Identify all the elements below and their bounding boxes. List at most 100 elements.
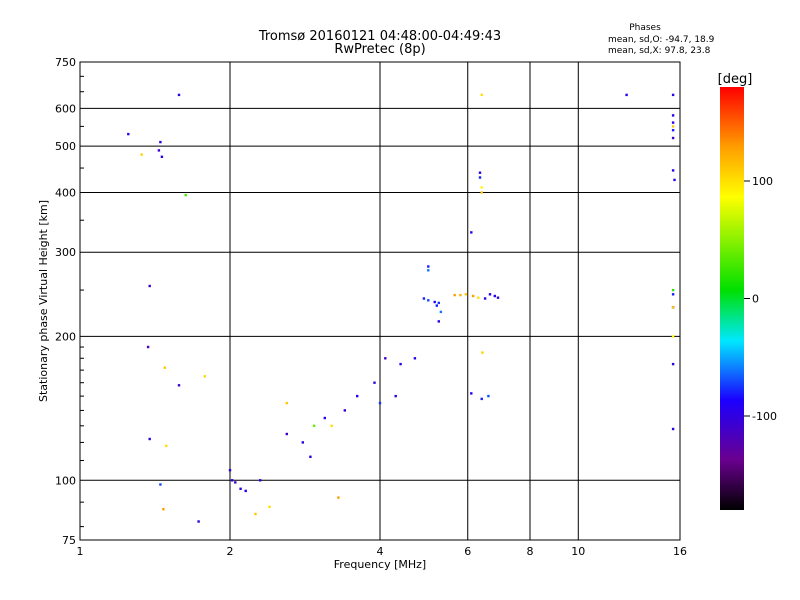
x-tick-label: 8 <box>527 545 534 558</box>
data-point <box>488 293 492 296</box>
data-point <box>337 496 340 499</box>
data-points <box>127 93 676 523</box>
data-point <box>259 479 262 482</box>
data-point <box>671 335 675 338</box>
x-tick-label: 10 <box>571 545 585 558</box>
data-point <box>378 401 382 405</box>
grid-lines <box>80 62 680 540</box>
data-point <box>309 455 312 458</box>
data-point <box>228 469 232 472</box>
data-point <box>146 345 150 349</box>
data-point <box>343 409 346 412</box>
y-tick-label: 500 <box>55 140 76 153</box>
data-point <box>671 288 675 292</box>
colorbar <box>720 87 744 510</box>
data-point <box>177 384 181 387</box>
colorbar-label: [deg] <box>718 72 753 87</box>
stats-heading: Phases <box>629 23 661 33</box>
data-point <box>673 178 676 182</box>
data-point <box>422 297 426 300</box>
y-tick-label: 400 <box>55 186 76 199</box>
data-point <box>394 394 397 398</box>
x-tick-label: 4 <box>377 545 384 558</box>
data-point <box>671 306 675 309</box>
data-point <box>671 169 675 172</box>
chart-subtitle: RwPretec (8p) <box>334 42 425 57</box>
data-point <box>234 481 237 484</box>
data-point <box>671 293 675 296</box>
y-tick-label: 100 <box>55 474 76 487</box>
data-point <box>160 155 164 158</box>
data-point <box>301 441 304 444</box>
data-point <box>439 310 443 314</box>
data-point <box>671 121 675 124</box>
data-point <box>148 284 151 288</box>
data-point <box>323 416 326 420</box>
data-point <box>625 93 628 97</box>
data-point <box>413 357 417 360</box>
data-point <box>480 93 483 97</box>
x-tick-labels: 1 2 4 6 8 10 16 <box>77 545 688 558</box>
plot-frame <box>79 61 681 541</box>
x-tick-label: 2 <box>227 545 234 558</box>
data-point <box>427 269 430 272</box>
data-point <box>162 508 165 511</box>
y-tick-labels: 75 100 200 300 400 500 600 750 <box>55 56 76 547</box>
y-axis-label: Stationary phase Virtual Height [km] <box>37 200 50 402</box>
data-point <box>671 136 675 140</box>
data-point <box>671 93 675 97</box>
y-tick-label: 600 <box>55 102 76 115</box>
x-tick-label: 16 <box>673 545 687 558</box>
data-point <box>427 299 430 302</box>
data-point <box>496 296 500 299</box>
data-point <box>483 297 487 300</box>
data-point <box>427 265 430 268</box>
stats-o-line: mean, sd,O: -94.7, 18.9 <box>608 35 715 45</box>
data-point <box>356 394 359 398</box>
data-point <box>254 512 257 516</box>
data-point <box>459 293 462 297</box>
y-tick-label: 75 <box>62 534 76 547</box>
data-point <box>399 362 402 366</box>
data-point <box>197 520 200 523</box>
data-point <box>285 432 288 436</box>
data-point <box>471 294 475 298</box>
data-point <box>244 489 247 493</box>
y-tick-label: 200 <box>55 330 76 343</box>
data-point <box>203 375 206 378</box>
x-tick-label: 1 <box>77 545 84 558</box>
data-point <box>464 293 468 296</box>
data-point <box>127 132 130 136</box>
data-point <box>312 424 316 427</box>
data-point <box>435 304 438 307</box>
data-point <box>268 505 271 508</box>
data-point <box>285 401 288 405</box>
data-point <box>478 176 482 179</box>
data-point <box>480 186 483 189</box>
data-point <box>470 231 473 234</box>
x-axis-label: Frequency [MHz] <box>334 558 426 571</box>
data-point <box>671 362 675 366</box>
data-point <box>140 153 143 156</box>
colorbar-ticks: 100 0 -100 <box>744 175 777 423</box>
data-point <box>373 381 376 384</box>
data-point <box>477 296 480 299</box>
data-point <box>671 114 675 117</box>
data-point <box>148 437 151 441</box>
data-point <box>671 125 675 128</box>
data-point <box>671 129 675 132</box>
data-point <box>239 487 242 490</box>
data-point <box>470 392 473 395</box>
data-point <box>177 93 181 97</box>
chart-title: Tromsø 20160121 04:48:00-04:49:43 <box>258 29 501 44</box>
data-point <box>478 171 482 174</box>
stats-x-line: mean, sd,X: 97.8, 23.8 <box>608 46 711 56</box>
data-point <box>433 300 436 304</box>
data-point <box>157 149 161 152</box>
colorbar-tick-label: 100 <box>752 175 773 188</box>
y-tick-label: 300 <box>55 246 76 259</box>
x-tick-label: 6 <box>464 545 471 558</box>
data-point <box>437 301 440 305</box>
data-point <box>384 357 387 360</box>
data-point <box>480 397 483 401</box>
